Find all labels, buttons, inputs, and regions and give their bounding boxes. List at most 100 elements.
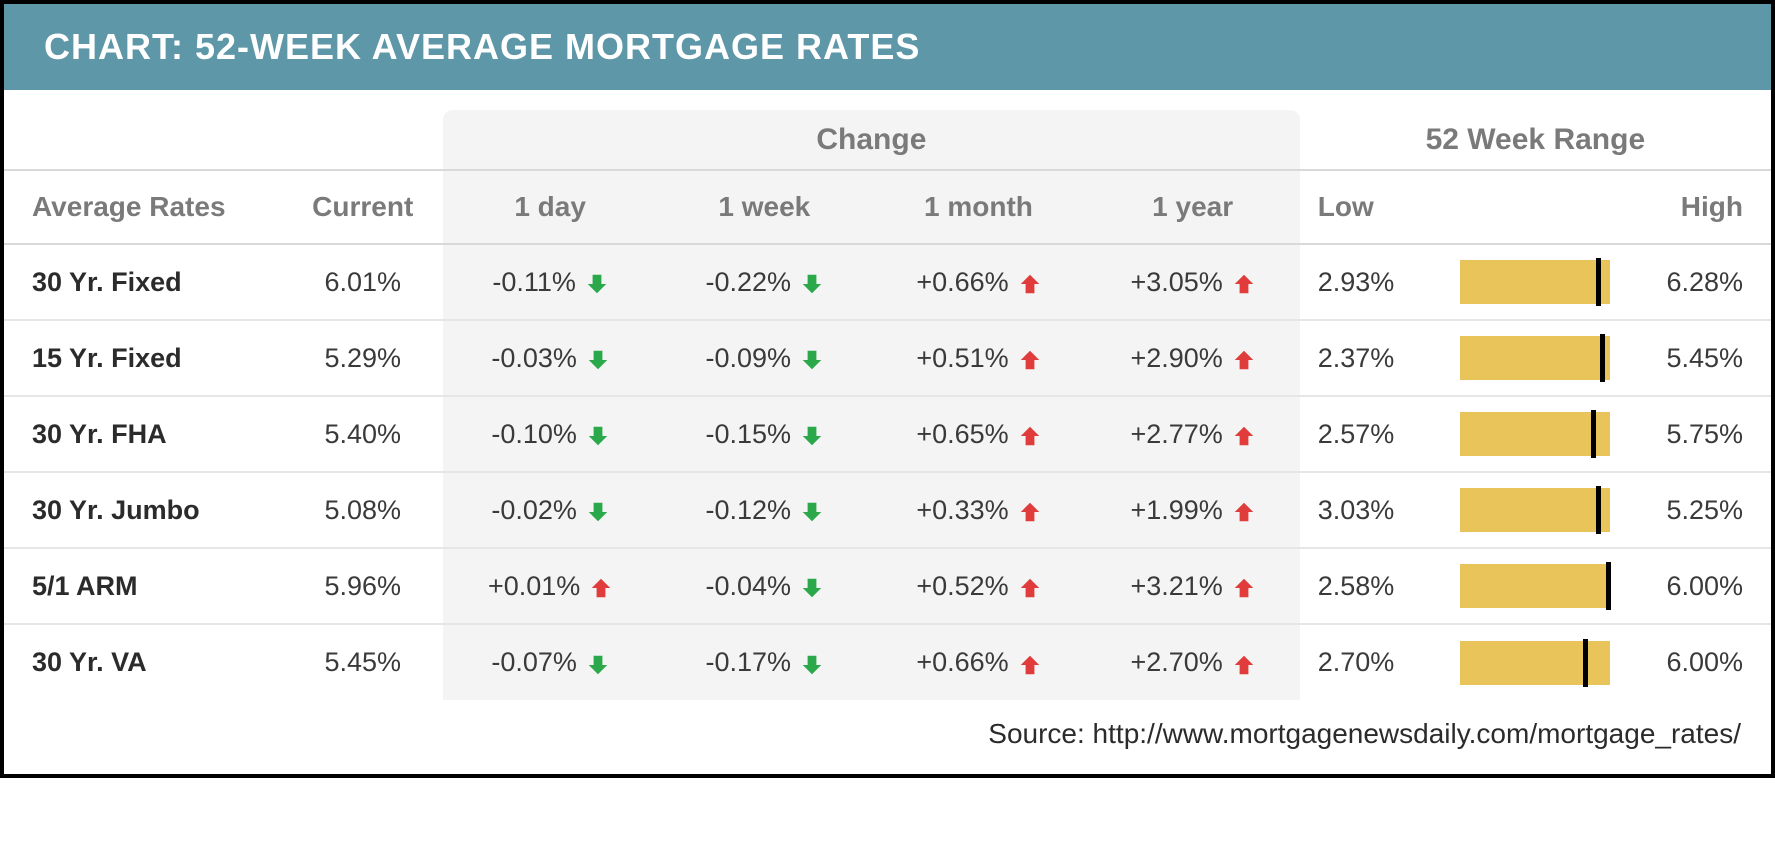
table-row: 30 Yr. Fixed6.01%-0.11%-0.22%+0.66%+3.05… [4, 244, 1771, 320]
col-header-current: Current [282, 170, 443, 244]
change-1week: -0.22% [657, 244, 871, 320]
change-1year: +3.05% [1086, 244, 1300, 320]
range-high: 6.00% [1632, 548, 1771, 624]
arrow-down-icon [587, 652, 609, 674]
change-value: -0.12% [706, 495, 792, 526]
change-1week: -0.17% [657, 624, 871, 700]
table-row: 30 Yr. Jumbo5.08%-0.02%-0.12%+0.33%+1.99… [4, 472, 1771, 548]
group-header-row: Change 52 Week Range [4, 110, 1771, 170]
arrow-up-icon [1233, 652, 1255, 674]
col-header-range-bar [1439, 170, 1632, 244]
table-row: 30 Yr. FHA5.40%-0.10%-0.15%+0.65%+2.77%2… [4, 396, 1771, 472]
range-bar-marker [1583, 639, 1588, 687]
range-bar-fill [1460, 336, 1610, 380]
arrow-down-icon [587, 347, 609, 369]
range-bar-fill [1460, 260, 1610, 304]
range-bar-fill [1460, 488, 1610, 532]
rate-current: 5.29% [282, 320, 443, 396]
col-header-1week: 1 week [657, 170, 871, 244]
rate-name: 15 Yr. Fixed [4, 320, 282, 396]
change-value: -0.10% [491, 419, 577, 450]
change-value: -0.04% [706, 571, 792, 602]
range-bar-cell [1439, 472, 1632, 548]
arrow-up-icon [590, 575, 612, 597]
col-header-1day: 1 day [443, 170, 657, 244]
arrow-down-icon [801, 652, 823, 674]
change-1month: +0.51% [871, 320, 1085, 396]
change-1day: -0.02% [443, 472, 657, 548]
change-1month: +0.66% [871, 624, 1085, 700]
arrow-up-icon [1019, 271, 1041, 293]
range-bar-cell [1439, 624, 1632, 700]
change-1week: -0.04% [657, 548, 871, 624]
range-low: 2.57% [1300, 396, 1439, 472]
change-value: +3.05% [1130, 267, 1222, 298]
rate-name: 30 Yr. Fixed [4, 244, 282, 320]
arrow-up-icon [1019, 423, 1041, 445]
range-bar-marker [1596, 486, 1601, 534]
change-value: +2.70% [1130, 647, 1222, 678]
range-low: 3.03% [1300, 472, 1439, 548]
range-high: 5.25% [1632, 472, 1771, 548]
range-bar [1460, 641, 1610, 685]
range-low: 2.37% [1300, 320, 1439, 396]
arrow-down-icon [801, 499, 823, 521]
col-header-1year: 1 year [1086, 170, 1300, 244]
rate-name: 30 Yr. FHA [4, 396, 282, 472]
change-1year: +2.70% [1086, 624, 1300, 700]
range-bar-marker [1596, 258, 1601, 306]
arrow-up-icon [1233, 271, 1255, 293]
sub-header-row: Average Rates Current 1 day 1 week 1 mon… [4, 170, 1771, 244]
range-bar [1460, 412, 1610, 456]
change-value: +2.90% [1130, 343, 1222, 374]
range-bar-fill [1460, 412, 1610, 456]
col-header-1month: 1 month [871, 170, 1085, 244]
range-bar-cell [1439, 320, 1632, 396]
rate-name: 5/1 ARM [4, 548, 282, 624]
change-value: +3.21% [1130, 571, 1222, 602]
range-low: 2.93% [1300, 244, 1439, 320]
range-bar-marker [1591, 410, 1596, 458]
change-1year: +1.99% [1086, 472, 1300, 548]
range-high: 5.75% [1632, 396, 1771, 472]
group-header-change: Change [443, 110, 1300, 170]
range-low: 2.58% [1300, 548, 1439, 624]
range-high: 6.00% [1632, 624, 1771, 700]
change-value: +0.65% [916, 419, 1008, 450]
arrow-up-icon [1019, 575, 1041, 597]
arrow-up-icon [1233, 499, 1255, 521]
arrow-up-icon [1019, 652, 1041, 674]
range-high: 5.45% [1632, 320, 1771, 396]
change-value: +0.52% [916, 571, 1008, 602]
arrow-down-icon [587, 499, 609, 521]
table-wrap: Change 52 Week Range Average Rates Curre… [4, 90, 1771, 700]
change-1week: -0.09% [657, 320, 871, 396]
change-value: +0.33% [916, 495, 1008, 526]
change-value: -0.15% [706, 419, 792, 450]
col-header-high: High [1632, 170, 1771, 244]
change-1month: +0.65% [871, 396, 1085, 472]
range-bar-cell [1439, 548, 1632, 624]
col-header-low: Low [1300, 170, 1439, 244]
table-row: 30 Yr. VA5.45%-0.07%-0.17%+0.66%+2.70%2.… [4, 624, 1771, 700]
change-value: +0.66% [916, 647, 1008, 678]
range-bar-cell [1439, 244, 1632, 320]
change-1week: -0.12% [657, 472, 871, 548]
rate-current: 5.40% [282, 396, 443, 472]
range-bar [1460, 260, 1610, 304]
change-1day: -0.10% [443, 396, 657, 472]
range-bar-marker [1606, 562, 1611, 610]
group-header-range: 52 Week Range [1300, 110, 1771, 170]
arrow-up-icon [1233, 347, 1255, 369]
range-bar-fill [1460, 564, 1610, 608]
arrow-down-icon [801, 575, 823, 597]
rate-name: 30 Yr. Jumbo [4, 472, 282, 548]
change-1day: -0.03% [443, 320, 657, 396]
group-header-empty [4, 110, 443, 170]
source-line: Source: http://www.mortgagenewsdaily.com… [4, 700, 1771, 774]
change-value: +0.01% [488, 571, 580, 602]
change-value: -0.11% [492, 267, 576, 298]
rate-current: 5.96% [282, 548, 443, 624]
col-header-average-rates: Average Rates [4, 170, 282, 244]
range-high: 6.28% [1632, 244, 1771, 320]
